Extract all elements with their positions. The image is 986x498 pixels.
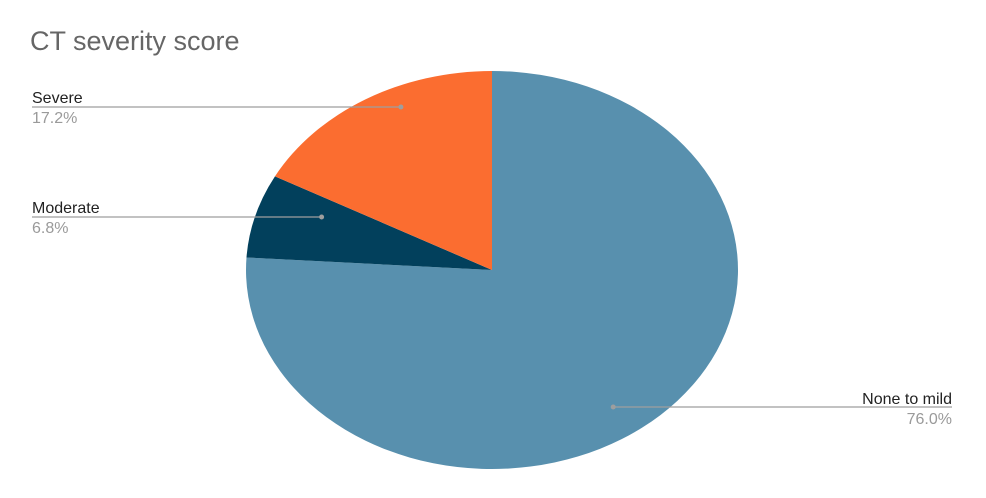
slice-value-moderate: 6.8% bbox=[32, 220, 68, 237]
chart-title: CT severity score bbox=[30, 26, 240, 56]
slice-label-severe: Severe bbox=[32, 90, 83, 107]
pie-slices bbox=[246, 71, 739, 469]
pie-slice-none-to-mild bbox=[246, 71, 739, 469]
slice-label-moderate: Moderate bbox=[32, 200, 100, 217]
leader-dot-moderate bbox=[319, 214, 325, 220]
leader-dot-severe bbox=[398, 104, 404, 110]
leader-dot-none-to-mild bbox=[610, 404, 616, 410]
pie-slice-severe bbox=[274, 71, 492, 270]
pie-labels: None to mild 76.0% Moderate 6.8% Severe 17.2% bbox=[32, 90, 952, 428]
pie-slice-moderate bbox=[246, 176, 492, 270]
slice-label-none-to-mild: None to mild bbox=[862, 391, 952, 408]
slice-value-none-to-mild: 76.0% bbox=[907, 411, 952, 428]
slice-value-severe: 17.2% bbox=[32, 110, 77, 127]
